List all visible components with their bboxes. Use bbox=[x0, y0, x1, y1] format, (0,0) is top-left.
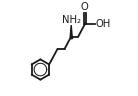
Text: O: O bbox=[81, 2, 89, 12]
Text: OH: OH bbox=[95, 19, 111, 29]
Polygon shape bbox=[70, 25, 72, 36]
Text: NH₂: NH₂ bbox=[62, 15, 81, 25]
